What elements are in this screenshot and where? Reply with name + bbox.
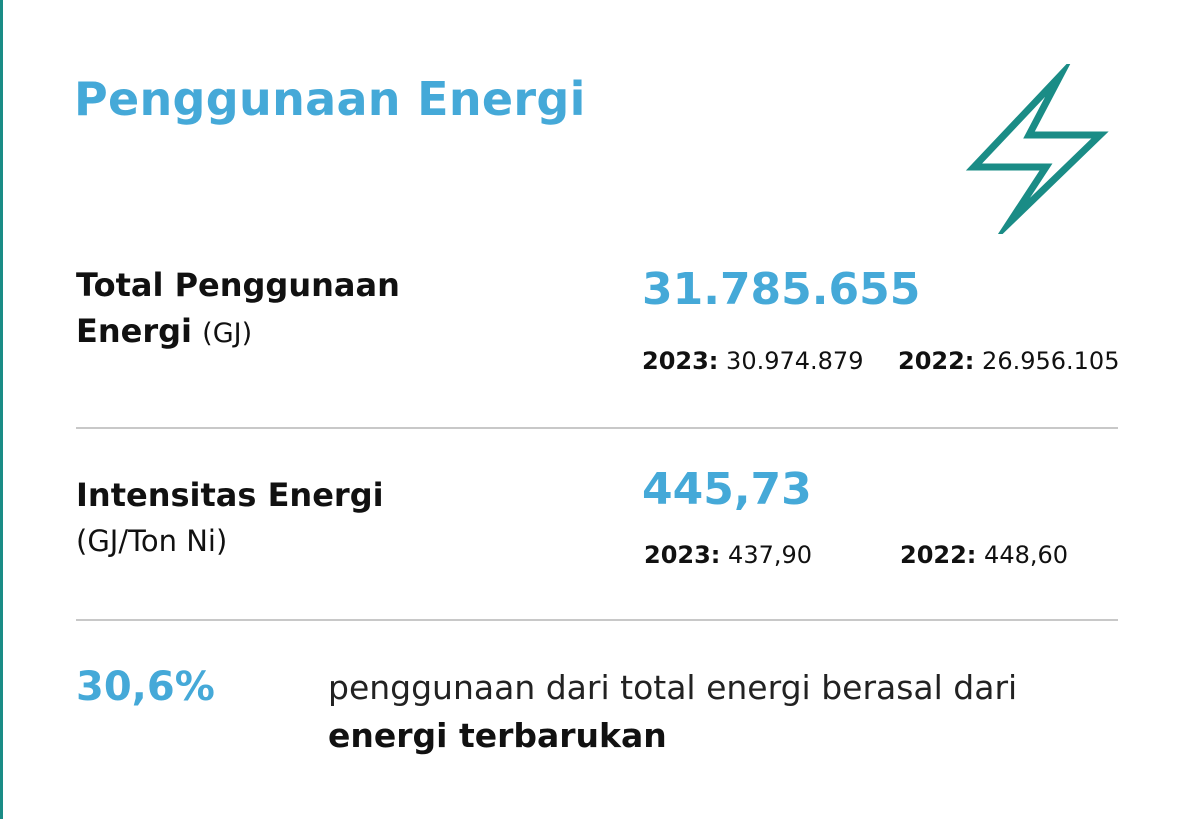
total-2023-value: 30.974.879 <box>726 347 864 375</box>
intensity-unit: (GJ/Ton Ni) <box>76 524 228 558</box>
renewable-description: penggunaan dari total energi berasal dar… <box>328 664 1128 760</box>
renewable-text-bold: energi terbarukan <box>328 716 667 755</box>
total-energy-value: 31.785.655 <box>642 264 921 315</box>
renewable-text: penggunaan dari total energi berasal dar… <box>328 668 1018 707</box>
intensity-2022-value: 448,60 <box>984 541 1069 569</box>
page-title: Penggunaan Energi <box>74 72 586 126</box>
intensity-value: 445,73 <box>642 464 812 515</box>
total-2022-label: 2022: <box>898 347 975 375</box>
divider-1 <box>76 427 1118 429</box>
left-edge-accent <box>0 0 3 819</box>
total-2022: 2022: 26.956.105 <box>898 347 1119 375</box>
total-energy-label: Total Penggunaan Energi (GJ) <box>76 262 400 357</box>
total-2023-label: 2023: <box>642 347 719 375</box>
intensity-2023: 2023: 437,90 <box>644 541 812 569</box>
intensity-label: Intensitas Energi (GJ/Ton Ni) <box>76 472 384 564</box>
intensity-2022-label: 2022: <box>900 541 977 569</box>
intensity-label-title: Intensitas Energi <box>76 476 384 514</box>
total-energy-unit: (GJ) <box>202 318 253 349</box>
intensity-2023-value: 437,90 <box>728 541 813 569</box>
lightning-bolt-icon <box>965 64 1109 234</box>
total-energy-label-line1: Total Penggunaan <box>76 266 400 304</box>
total-energy-label-line2: Energi <box>76 312 192 350</box>
divider-2 <box>76 619 1118 621</box>
intensity-2023-label: 2023: <box>644 541 721 569</box>
total-2022-value: 26.956.105 <box>982 347 1120 375</box>
intensity-2022: 2022: 448,60 <box>900 541 1068 569</box>
renewable-percent: 30,6% <box>76 664 215 710</box>
total-2023: 2023: 30.974.879 <box>642 347 863 375</box>
